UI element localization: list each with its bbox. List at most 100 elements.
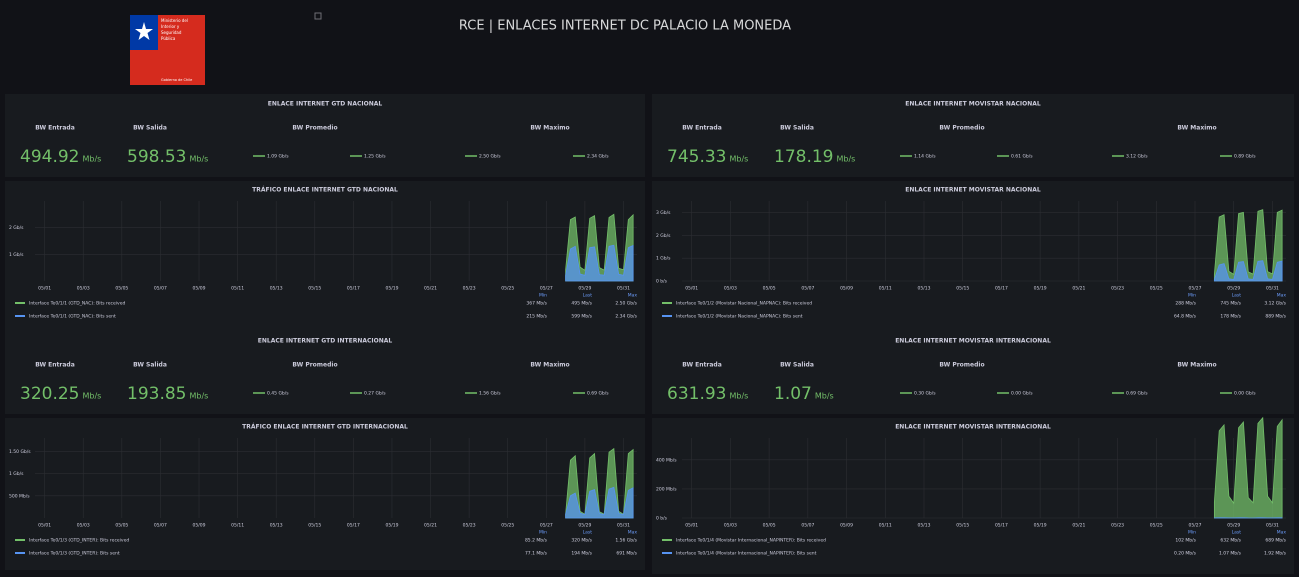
x-tick-label: 05/17 — [995, 523, 1008, 529]
x-tick-label: 05/11 — [879, 523, 892, 529]
stat-label: BW Maximo — [530, 362, 569, 369]
x-tick-label: 05/21 — [424, 523, 437, 529]
y-tick-label: 1 Gb/s — [9, 471, 24, 477]
legend-stat: 745 Mb/s — [1220, 301, 1241, 307]
x-tick-label: 05/25 — [1150, 523, 1163, 529]
stat-unit: Mb/s — [82, 392, 101, 401]
section-title: ENLACE INTERNET GTD NACIONAL — [268, 101, 383, 108]
legend-stat: 889 Mb/s — [1265, 314, 1286, 320]
mini-value: 0.27 Gb/s — [364, 391, 386, 397]
x-tick-label: 05/23 — [1111, 523, 1124, 529]
x-tick-label: 05/07 — [801, 286, 814, 292]
legend-stat: 194 Mb/s — [571, 551, 592, 557]
stat-unit: Mb/s — [836, 155, 855, 164]
stat-label: BW Entrada — [35, 362, 75, 369]
legend-stat: 288 Mb/s — [1175, 301, 1196, 307]
legend-stat: 320 Mb/s — [571, 538, 592, 544]
y-tick-label: 0 b/s — [656, 279, 668, 285]
x-tick-label: 05/21 — [1072, 286, 1085, 292]
x-tick-label: 05/27 — [1189, 523, 1202, 529]
y-tick-label: 400 Mb/s — [656, 457, 677, 463]
x-tick-label: 05/01 — [685, 523, 698, 529]
x-tick-label: 05/05 — [115, 523, 128, 529]
legend-header: Max — [1277, 530, 1287, 536]
logo-line: Ministerio del — [161, 18, 188, 23]
y-tick-label: 1 Gb/s — [656, 256, 671, 262]
legend-stat: 495 Mb/s — [571, 301, 592, 307]
stat-value: 320.25 — [20, 384, 79, 404]
stat-label: BW Promedio — [292, 125, 337, 132]
y-tick-label: 1.50 Gb/s — [9, 449, 31, 455]
x-tick-label: 05/21 — [424, 286, 437, 292]
x-tick-label: 05/01 — [38, 523, 51, 529]
x-tick-label: 05/31 — [1266, 286, 1279, 292]
stat-label: BW Salida — [780, 362, 814, 369]
panel — [5, 418, 645, 570]
chart-title: TRÁFICO ENLACE INTERNET GTD INTERNACIONA… — [242, 424, 408, 431]
stat-value: 631.93 — [667, 384, 726, 404]
x-tick-label: 05/31 — [1266, 523, 1279, 529]
stat-unit: Mb/s — [815, 392, 834, 401]
section-title: ENLACE INTERNET MOVISTAR NACIONAL — [905, 101, 1041, 108]
x-tick-label: 05/03 — [724, 286, 737, 292]
stat-unit: Mb/s — [82, 155, 101, 164]
x-tick-label: 05/13 — [918, 286, 931, 292]
x-tick-label: 05/25 — [501, 523, 514, 529]
x-tick-label: 05/27 — [540, 523, 553, 529]
legend-stat: 2.34 Gb/s — [615, 314, 637, 320]
x-tick-label: 05/19 — [385, 523, 398, 529]
logo-line: Seguridad — [161, 30, 182, 35]
legend-stat: 215 Mb/s — [526, 314, 547, 320]
x-tick-label: 05/07 — [154, 523, 167, 529]
mini-value: 1.14 Gb/s — [914, 154, 936, 160]
x-tick-label: 05/29 — [1227, 286, 1240, 292]
series-area — [565, 486, 634, 519]
series-area — [1213, 209, 1283, 282]
x-tick-label: 05/31 — [617, 523, 630, 529]
x-tick-label: 05/17 — [347, 523, 360, 529]
stat-value: 745.33 — [667, 147, 726, 167]
legend-header: Min — [539, 293, 547, 299]
x-tick-label: 05/07 — [801, 523, 814, 529]
legend-header: Min — [1188, 530, 1196, 536]
legend-name: Interface Te0/1/3 (GTD_INTER): Bits sent — [29, 551, 120, 557]
stat-value: 193.85 — [127, 384, 186, 404]
legend-header: Last — [1232, 530, 1242, 536]
stat-label: BW Promedio — [939, 125, 984, 132]
chart-title: TRÁFICO ENLACE INTERNET GTD NACIONAL — [252, 187, 398, 194]
section-title: ENLACE INTERNET GTD INTERNACIONAL — [258, 338, 393, 345]
x-tick-label: 05/17 — [347, 286, 360, 292]
stat-label: BW Promedio — [292, 362, 337, 369]
y-tick-label: 0 b/s — [656, 516, 668, 522]
y-tick-label: 2 Gb/s — [9, 225, 24, 231]
logo-star — [135, 22, 153, 40]
stat-label: BW Maximo — [1177, 362, 1216, 369]
legend-header: Max — [1277, 293, 1287, 299]
x-tick-label: 05/19 — [1034, 523, 1047, 529]
legend-stat: 77.1 Mb/s — [525, 551, 548, 557]
x-tick-label: 05/09 — [840, 286, 853, 292]
x-tick-label: 05/01 — [685, 286, 698, 292]
mini-value: 0.61 Gb/s — [1011, 154, 1033, 160]
x-tick-label: 05/23 — [463, 523, 476, 529]
x-tick-label: 05/11 — [231, 523, 244, 529]
x-tick-label: 05/09 — [840, 523, 853, 529]
stat-value: 1.07 — [774, 384, 812, 404]
legend-header: Max — [628, 530, 638, 536]
x-tick-label: 05/17 — [995, 286, 1008, 292]
y-tick-label: 3 Gb/s — [656, 210, 671, 216]
legend-stat: 85.2 Mb/s — [525, 538, 548, 544]
logo — [130, 15, 205, 85]
stat-label: BW Salida — [133, 362, 167, 369]
legend-stat: 64.8 Mb/s — [1174, 314, 1197, 320]
mini-value: 2.50 Gb/s — [479, 154, 501, 160]
legend-stat: 1.07 Mb/s — [1219, 551, 1242, 557]
mini-value: 1.56 Gb/s — [479, 391, 501, 397]
x-tick-label: 05/21 — [1072, 523, 1085, 529]
x-tick-label: 05/29 — [1227, 523, 1240, 529]
mini-value: 0.00 Gb/s — [1234, 391, 1256, 397]
panel-icon[interactable] — [314, 12, 322, 20]
legend-name: Interface Te0/1/4 (Movistar Internaciona… — [676, 538, 826, 544]
